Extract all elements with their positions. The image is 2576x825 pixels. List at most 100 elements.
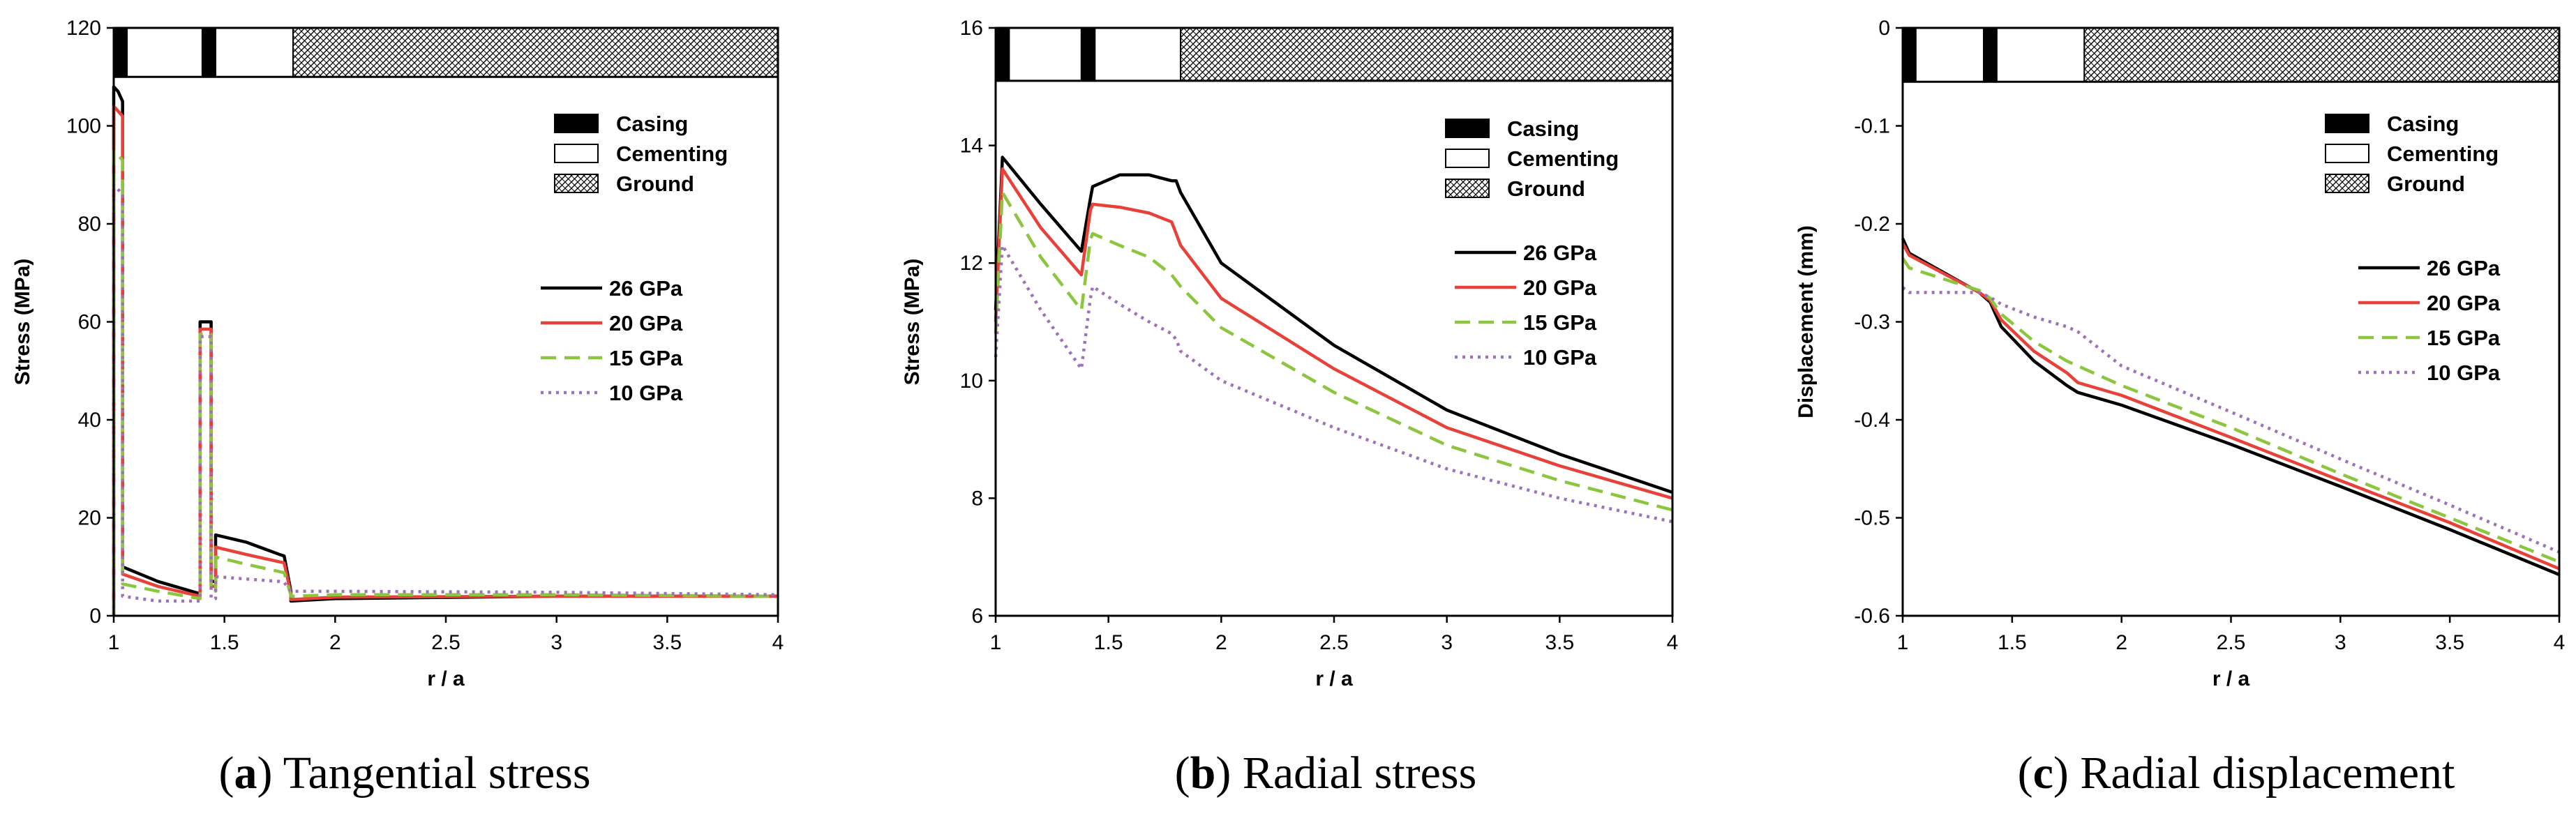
x-tick-label: 1 xyxy=(1897,631,1909,654)
material-band-cementing xyxy=(1995,27,2085,83)
material-band-cementing xyxy=(126,27,203,78)
x-tick-label: 1.5 xyxy=(1094,631,1123,654)
x-axis-title: r / a xyxy=(427,667,465,690)
x-axis-title: r / a xyxy=(1315,667,1353,690)
y-tick-label: 16 xyxy=(960,17,983,40)
material-legend-label: Casing xyxy=(616,112,688,136)
material-legend-swatch xyxy=(2325,144,2369,163)
caption-text: Radial stress xyxy=(1243,748,1476,798)
material-legend-swatch xyxy=(1445,149,1490,168)
chart-panel-b: 1 1.5 2 2.5 3 3.5 4 6 8 10 12 14 16 r / a Stress (MPa)… xyxy=(901,17,1678,798)
material-legend-label: Ground xyxy=(2387,172,2465,196)
material-legend: Casing Cementing Ground xyxy=(2325,112,2499,196)
caption-text: Radial displacement xyxy=(2080,748,2455,798)
y-axis-title: Stress (MPa) xyxy=(11,259,34,386)
caption-paren-open: ( xyxy=(1175,748,1190,798)
series-line-26-gpa xyxy=(994,156,1673,494)
y-tick-label: 10 xyxy=(960,370,983,393)
material-band-casing xyxy=(1983,27,1998,83)
x-tick-label: 2 xyxy=(1215,631,1227,654)
caption-text: Tangential stress xyxy=(283,748,591,798)
x-tick-label: 2 xyxy=(329,631,341,654)
x-tick-label: 1 xyxy=(990,631,1002,654)
y-tick-label: 20 xyxy=(78,507,101,530)
x-axis-title: r / a xyxy=(2212,667,2250,690)
material-legend: Casing Cementing Ground xyxy=(554,112,728,196)
material-band-cementing xyxy=(1094,27,1182,82)
series-legend: 26 GPa 20 GPa 15 GPa 10 GPa xyxy=(1455,241,1597,370)
y-axis-title: Displacement (mm) xyxy=(1795,225,1818,418)
y-tick-label: 100 xyxy=(66,115,101,138)
y-tick-label: -0.6 xyxy=(1854,605,1890,628)
series-legend-label: 20 GPa xyxy=(2427,291,2501,315)
series-line-15-gpa xyxy=(994,190,1673,512)
series-legend-label: 10 GPa xyxy=(1523,345,1597,370)
series-legend: 26 GPa 20 GPa 15 GPa 10 GPa xyxy=(541,276,683,405)
panel-caption: (c) Radial displacement xyxy=(2018,748,2455,798)
y-tick-label: -0.1 xyxy=(1854,115,1890,138)
material-legend-swatch xyxy=(1445,119,1490,138)
y-tick-label: 8 xyxy=(971,487,983,510)
material-band-cementing xyxy=(1008,27,1082,82)
material-band-ground xyxy=(2083,27,2560,83)
material-band-casing xyxy=(1902,27,1917,83)
material-band-casing xyxy=(1080,27,1096,82)
series-legend-label: 15 GPa xyxy=(609,346,683,370)
plot-area xyxy=(114,28,778,616)
y-tick-label: 80 xyxy=(78,213,101,236)
series-legend-label: 26 GPa xyxy=(1523,241,1597,265)
caption-paren-open: ( xyxy=(2018,748,2033,798)
material-band-casing xyxy=(995,27,1010,82)
series-line-15-gpa xyxy=(1901,257,2560,563)
caption-paren-close: ) xyxy=(257,748,283,798)
x-tick-label: 3.5 xyxy=(1545,631,1574,654)
series-legend-label: 15 GPa xyxy=(1523,310,1597,335)
x-tick-label: 3 xyxy=(1441,631,1453,654)
material-legend-swatch xyxy=(2325,174,2369,193)
material-band-casing xyxy=(113,27,128,78)
material-legend-swatch xyxy=(554,144,599,163)
caption-paren-close: ) xyxy=(2053,748,2080,798)
series-line-15-gpa xyxy=(112,149,779,616)
caption-paren-close: ) xyxy=(1215,748,1242,798)
x-tick-label: 2.5 xyxy=(2217,631,2246,654)
plot-area xyxy=(996,28,1672,616)
series-legend-label: 15 GPa xyxy=(2427,326,2501,350)
x-tick-label: 3.5 xyxy=(652,631,682,654)
material-legend-label: Casing xyxy=(2387,112,2459,136)
series-legend: 26 GPa 20 GPa 15 GPa 10 GPa xyxy=(2358,256,2501,385)
material-legend-label: Casing xyxy=(1507,116,1579,141)
x-tick-label: 4 xyxy=(2554,631,2566,654)
material-band-cementing xyxy=(1915,27,1985,83)
caption-letter: a xyxy=(234,748,257,798)
material-band-casing xyxy=(201,27,216,78)
series-line-20-gpa xyxy=(994,167,1673,500)
material-legend-swatch xyxy=(554,114,599,133)
chart-panel-c: 1 1.5 2 2.5 3 3.5 4 -0.6 -0.5 -0.4 -0.3 -0.2 -0.1 0 r … xyxy=(1795,17,2565,798)
y-tick-label: -0.3 xyxy=(1854,311,1890,334)
series-line-10-gpa xyxy=(112,183,779,616)
x-tick-label: 4 xyxy=(1667,631,1679,654)
x-tick-label: 4 xyxy=(772,631,784,654)
series-legend-label: 20 GPa xyxy=(1523,275,1597,300)
material-legend-label: Ground xyxy=(1507,176,1585,201)
y-axis-title: Stress (MPa) xyxy=(901,259,924,386)
material-legend-swatch xyxy=(2325,114,2369,133)
y-tick-label: 120 xyxy=(66,17,101,40)
material-legend-label: Cementing xyxy=(2387,142,2499,166)
y-tick-label: 60 xyxy=(78,311,101,334)
x-tick-label: 1.5 xyxy=(210,631,239,654)
y-tick-label: -0.2 xyxy=(1854,213,1890,236)
material-legend: Casing Cementing Ground xyxy=(1445,116,1619,201)
x-tick-label: 2.5 xyxy=(431,631,460,654)
x-tick-label: 3 xyxy=(2335,631,2346,654)
caption-letter: c xyxy=(2033,748,2053,798)
y-tick-label: 0 xyxy=(1878,17,1890,40)
x-tick-label: 2 xyxy=(2116,631,2127,654)
x-tick-label: 3 xyxy=(551,631,562,654)
material-band-cementing xyxy=(214,27,294,78)
caption-paren-open: ( xyxy=(218,748,234,798)
series-legend-label: 10 GPa xyxy=(2427,361,2501,385)
